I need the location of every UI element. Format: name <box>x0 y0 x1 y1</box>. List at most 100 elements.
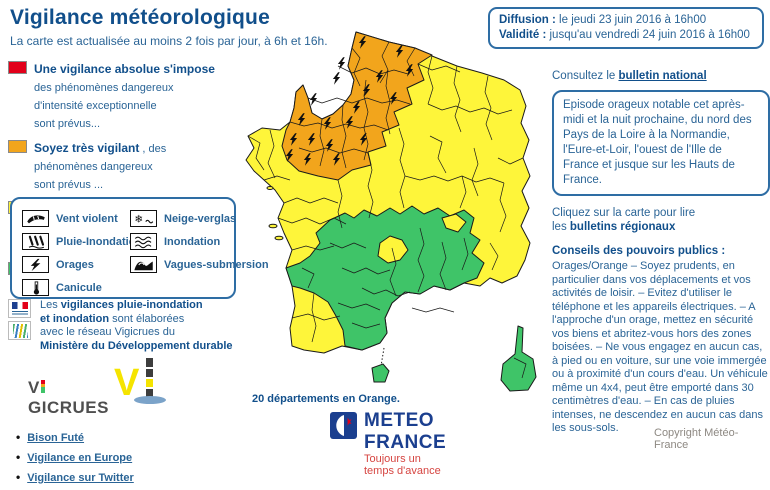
red-swatch <box>8 61 27 74</box>
page-title: Vigilance météorologique <box>10 6 270 29</box>
footer-links: Bison Futé Vigilance en Europe Vigilance… <box>16 430 134 490</box>
france-vigilance-map[interactable] <box>242 28 552 400</box>
link-vigilance-europe[interactable]: Vigilance en Europe <box>27 452 133 464</box>
map-island <box>266 186 274 190</box>
map-caption: 20 départements en Orange. <box>252 393 400 405</box>
phenomena-column-1: Vent violent Pluie-Inondation Orages Can… <box>22 207 142 299</box>
consultez-line: Consultez le bulletin national <box>552 70 770 82</box>
water-ellipse-icon <box>134 396 166 404</box>
phenomena-legend-box: Vent violent Pluie-Inondation Orages Can… <box>10 197 269 299</box>
gauge-icon <box>40 380 45 393</box>
phenomenon-label: Pluie-Inondation <box>56 235 143 248</box>
diffusion-line: Diffusion : le jeudi 23 juin 2016 à 16h0… <box>499 13 753 28</box>
map-zone-green[interactable] <box>285 205 485 351</box>
vent-violent-icon <box>22 210 49 227</box>
validity-value: jusqu'au vendredi 24 juin 2016 à 16h00 <box>546 29 750 41</box>
logo-text-lines <box>12 311 28 316</box>
orages-icon <box>22 256 49 273</box>
legend-title: Soyez très vigilant <box>34 141 140 155</box>
map-island <box>268 223 278 229</box>
consultez-prefix: Consultez le <box>552 70 619 82</box>
page-subtitle: La carte est actualisée au moins 2 fois … <box>10 34 328 48</box>
credit-text-bold: et inondation <box>40 312 110 325</box>
diffusion-value: le jeudi 23 juin 2016 à 16h00 <box>555 14 707 26</box>
right-column: Consultez le bulletin national Episode o… <box>552 70 770 436</box>
diffusion-validity-box: Diffusion : le jeudi 23 juin 2016 à 16h0… <box>488 7 764 49</box>
legend-level-red: Une vigilance absolue s'impose des phéno… <box>8 60 238 132</box>
cliquez-text: Cliquez sur la carte pour lire <box>552 207 696 219</box>
government-logos <box>8 299 32 343</box>
diffusion-label: Diffusion : <box>499 14 556 26</box>
conseils-text: Orages/Orange – Soyez prudents, en parti… <box>552 260 768 434</box>
bulletin-national-link[interactable]: bulletin national <box>618 70 707 82</box>
pluie-inondation-icon <box>22 233 49 250</box>
legend-title: Une vigilance absolue s'impose <box>34 62 215 76</box>
vigicrues-credit-text: Les vigilances pluie-inondation et inond… <box>40 299 236 353</box>
legend-description: , des phénomènes dangereux sont prévus .… <box>34 143 167 191</box>
phenomenon-inondation: Inondation <box>130 230 269 253</box>
phenomenon-label: Canicule <box>56 281 102 294</box>
map-corsica[interactable] <box>500 325 537 392</box>
copyright-notice: Copyright Météo-France <box>654 427 739 451</box>
inondation-icon <box>130 233 157 250</box>
bulletins-regionaux-label: bulletins régionaux <box>569 221 676 233</box>
phenomenon-label: Vagues-submersion <box>164 258 269 271</box>
department-borders <box>247 41 527 379</box>
link-item: Vigilance sur Twitter <box>16 470 134 484</box>
credit-text: sont élaborées <box>109 312 185 325</box>
canicule-icon <box>22 279 49 296</box>
french-flag-icon <box>12 302 28 309</box>
svg-text:❄: ❄ <box>134 213 143 225</box>
neige-verglas-icon: ❄ <box>130 210 157 227</box>
ministere-reeds-logo <box>8 321 31 340</box>
link-item: Bison Futé <box>16 430 134 444</box>
phenomenon-label: Orages <box>56 258 94 271</box>
wordmark-rest: GICRUES <box>28 398 109 417</box>
phenomenon-label: Vent violent <box>56 212 118 225</box>
credit-text-bold: Ministère du Développement durable <box>40 339 233 352</box>
france-map-svg[interactable] <box>242 28 552 400</box>
vagues-submersion-icon <box>130 256 157 273</box>
phenomenon-pluie-inondation: Pluie-Inondation <box>22 230 142 253</box>
map-yellow-patch[interactable] <box>377 235 409 264</box>
vigicrues-wordmark: VGICRUES <box>28 378 109 418</box>
phenomenon-vent-violent: Vent violent <box>22 207 142 230</box>
credit-text: Les <box>40 299 61 311</box>
meteo-france-text: METEO FRANCE Toujours un temps d'avance <box>364 410 446 477</box>
phenomenon-canicule: Canicule <box>22 276 142 299</box>
wordmark-v: V <box>28 378 40 397</box>
legend-description: des phénomènes dangereux d'intensité exc… <box>34 82 174 130</box>
legend-level-orange: Soyez très vigilant , des phénomènes dan… <box>8 139 238 193</box>
link-vigilance-twitter[interactable]: Vigilance sur Twitter <box>27 472 134 484</box>
dotted-link-line <box>380 347 385 367</box>
ministere-flag-logo <box>8 299 31 318</box>
map-south-enclave[interactable] <box>371 363 390 383</box>
credit-text-bold: vigilances pluie-inondation <box>60 299 203 311</box>
map-island <box>274 235 284 241</box>
vigicrues-vi-icon: V <box>114 358 166 410</box>
cliquez-prefix: les <box>552 221 570 233</box>
conseils-title: Conseils des pouvoirs publics : <box>552 245 726 257</box>
credit-text: avec le réseau Vigicrues du <box>40 326 175 338</box>
cliquez-line: Cliquez sur la carte pour lire les bulle… <box>552 206 770 234</box>
vi-letter: V <box>114 362 140 404</box>
link-item: Vigilance en Europe <box>16 450 134 464</box>
meteo-france-mark-icon <box>330 412 357 439</box>
staff-gauge-icon <box>146 358 153 398</box>
validity-label: Validité : <box>499 29 547 41</box>
phenomena-column-2: ❄ Neige-verglas Inondation Vagues-submer… <box>130 207 269 276</box>
validity-line: Validité : jusqu'au vendredi 24 juin 201… <box>499 28 753 43</box>
map-yellow-patch[interactable] <box>441 213 467 233</box>
phenomenon-neige-verglas: ❄ Neige-verglas <box>130 207 269 230</box>
meteo-france-brand: METEO FRANCE <box>364 410 447 453</box>
phenomenon-vagues-submersion: Vagues-submersion <box>130 253 269 276</box>
reeds-icon <box>13 324 28 338</box>
link-bison-fute[interactable]: Bison Futé <box>27 432 85 444</box>
phenomenon-label: Inondation <box>164 235 221 248</box>
phenomenon-label: Neige-verglas <box>164 212 237 225</box>
bulletin-text: Episode orageux notable cet après-midi e… <box>563 99 752 186</box>
national-bulletin-box: Episode orageux notable cet après-midi e… <box>552 90 770 196</box>
meteo-france-tagline: Toujours un temps d'avance <box>364 453 441 477</box>
phenomenon-orages: Orages <box>22 253 142 276</box>
orange-swatch <box>8 140 27 153</box>
